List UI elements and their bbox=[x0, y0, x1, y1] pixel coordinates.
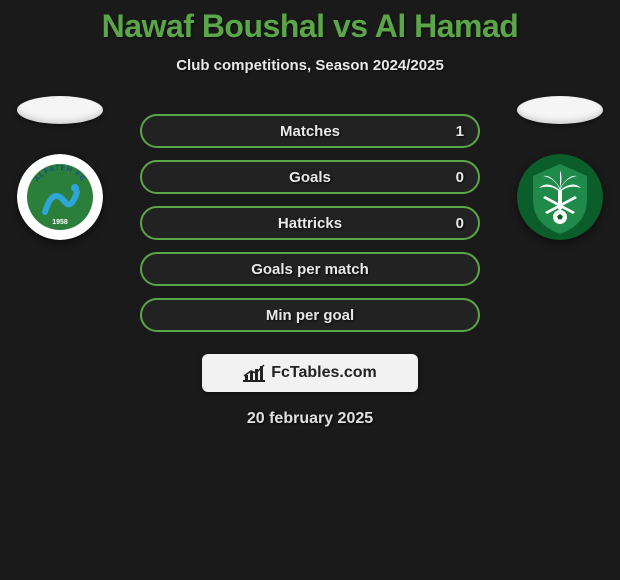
club-column-left: ALFATEH FC 1958 bbox=[10, 96, 110, 240]
stat-row-min-per-goal: Min per goal bbox=[140, 298, 480, 332]
club-column-right bbox=[510, 96, 610, 240]
stat-label: Goals per match bbox=[251, 261, 369, 278]
crest-right-svg bbox=[517, 154, 603, 240]
page-title: Nawaf Boushal vs Al Hamad bbox=[102, 8, 519, 45]
chart-icon bbox=[243, 364, 265, 382]
stat-right-value: 0 bbox=[456, 169, 464, 186]
stat-label: Min per goal bbox=[266, 307, 354, 324]
brand-text: FcTables.com bbox=[271, 364, 377, 382]
stat-label: Hattricks bbox=[278, 215, 342, 232]
stat-row-hattricks: Hattricks 0 bbox=[140, 206, 480, 240]
date-text: 20 february 2025 bbox=[247, 410, 373, 428]
stat-row-goals: Goals 0 bbox=[140, 160, 480, 194]
club-crest-right bbox=[517, 154, 603, 240]
stat-label: Matches bbox=[280, 123, 340, 140]
brand-badge[interactable]: FcTables.com bbox=[202, 354, 418, 392]
svg-text:1958: 1958 bbox=[52, 219, 68, 226]
middle-section: ALFATEH FC 1958 Matches 1 Goals 0 Hattri… bbox=[0, 114, 620, 332]
crest-left-svg: ALFATEH FC 1958 bbox=[17, 154, 103, 240]
stats-list: Matches 1 Goals 0 Hattricks 0 Goals per … bbox=[140, 114, 480, 332]
stat-row-goals-per-match: Goals per match bbox=[140, 252, 480, 286]
club-crest-left: ALFATEH FC 1958 bbox=[17, 154, 103, 240]
country-flag-left bbox=[17, 96, 103, 124]
country-flag-right bbox=[517, 96, 603, 124]
stat-row-matches: Matches 1 bbox=[140, 114, 480, 148]
subtitle: Club competitions, Season 2024/2025 bbox=[176, 57, 444, 74]
comparison-card: Nawaf Boushal vs Al Hamad Club competiti… bbox=[0, 0, 620, 580]
stat-right-value: 0 bbox=[456, 215, 464, 232]
stat-right-value: 1 bbox=[456, 123, 464, 140]
stat-label: Goals bbox=[289, 169, 331, 186]
